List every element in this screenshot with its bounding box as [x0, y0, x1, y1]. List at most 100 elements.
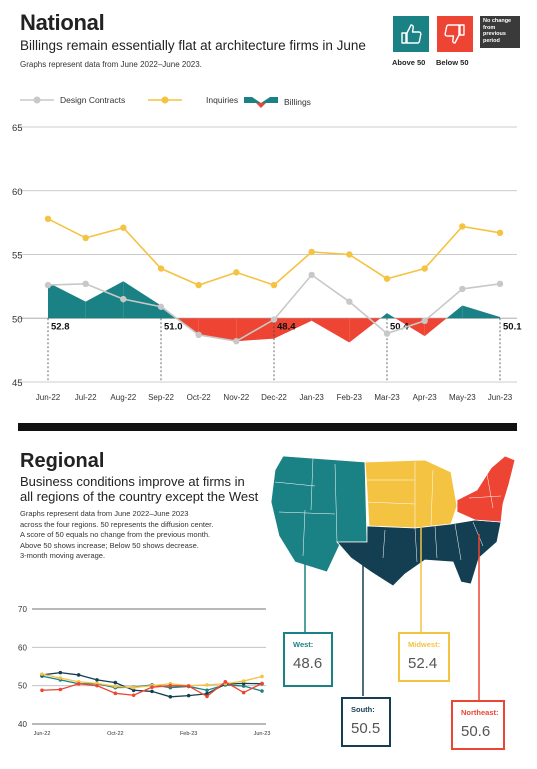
- region-series-point: [260, 674, 264, 679]
- regional-note-line: A score of 50 equals no change from the …: [20, 530, 211, 539]
- no-change-line: period: [483, 37, 500, 44]
- x-tick-label: Jul-22: [75, 393, 97, 402]
- region-series-point: [150, 689, 154, 694]
- region-series-point: [58, 687, 63, 692]
- map-west-region: [270, 455, 368, 573]
- map-south-region: [336, 519, 502, 587]
- x-tick-label: Jan-23: [299, 393, 324, 402]
- billings-area-segment: [198, 318, 237, 342]
- thumbs-down-badge: [437, 16, 473, 52]
- x-tick-label: Feb-23: [180, 731, 197, 737]
- billings-area-segment: [177, 318, 199, 335]
- x-tick-label: Jun-22: [34, 731, 51, 737]
- south-value-box: South: 50.5: [341, 697, 391, 747]
- series-point: [157, 265, 165, 272]
- series-point: [496, 280, 504, 288]
- northeast-value: 50.6: [461, 723, 491, 740]
- south-label: South:: [351, 705, 375, 714]
- no-change-line: previous: [483, 31, 506, 37]
- above-50-label: Above 50: [392, 58, 426, 67]
- region-series-point: [260, 681, 264, 686]
- section-divider: [18, 423, 517, 431]
- legend-label: Design Contracts: [60, 95, 126, 105]
- region-series-point: [131, 685, 136, 690]
- region-series-point: [113, 684, 118, 689]
- national-chart: 45 50 55 60 65 Jun-22 Jul-22 Aug-22 Sep-22 Oct-22…: [12, 123, 522, 402]
- series-line: [47, 218, 501, 287]
- region-series-point: [186, 693, 191, 698]
- x-tick-label: Jun-22: [36, 393, 61, 402]
- no-change-line: No change: [483, 18, 512, 24]
- regional-title: Regional: [20, 450, 105, 472]
- series-point: [195, 281, 202, 289]
- region-series-point: [205, 688, 209, 693]
- region-series-point: [150, 685, 154, 689]
- region-series-point: [241, 684, 246, 688]
- region-series-point: [205, 694, 209, 699]
- series-point: [383, 330, 391, 337]
- y-tick-label: 70: [18, 605, 27, 614]
- west-label: West:: [293, 640, 314, 649]
- series-point: [120, 295, 127, 303]
- legend-line-yellow-icon: [148, 96, 182, 104]
- x-tick-label: Mar-23: [374, 393, 400, 402]
- national-subtitle: Billings remain essentially flat at arch…: [20, 38, 366, 53]
- region-series-point: [76, 681, 81, 686]
- billings-area-segment: [349, 318, 381, 343]
- map-west-borders: [274, 457, 338, 557]
- region-series-point: [76, 673, 81, 677]
- billings-area-segment: [311, 318, 350, 343]
- x-tick-label: Apr-23: [413, 393, 438, 402]
- series-point: [270, 281, 278, 289]
- map-south-borders: [382, 521, 484, 563]
- northeast-value-box: Northeast: 50.6: [451, 700, 505, 750]
- legend-area-icon: [244, 97, 278, 108]
- legend-billings: Billings: [244, 95, 311, 109]
- regional-note-line: across the four regions. 50 represents t…: [20, 519, 214, 529]
- series-point: [421, 265, 428, 272]
- series-point: [233, 269, 240, 276]
- series-point: [82, 280, 89, 288]
- y-tick-label: 55: [12, 251, 23, 262]
- no-change-badge: No change from previous period: [480, 16, 520, 48]
- west-value-box: West: 48.6: [283, 632, 333, 687]
- region-series-point: [95, 678, 99, 682]
- y-tick-label: 50: [12, 314, 23, 325]
- y-tick-label: 60: [18, 643, 27, 652]
- x-tick-label: Jun-23: [488, 393, 513, 402]
- billings-area-segment: [48, 282, 86, 319]
- west-value: 48.6: [293, 655, 323, 672]
- billings-area-segment: [85, 281, 124, 319]
- series-point: [421, 317, 428, 324]
- billings-area-segment: [387, 313, 396, 319]
- legend-line-gray-icon: [20, 96, 54, 104]
- region-series-point: [241, 690, 246, 695]
- midwest-label: Midwest:: [408, 640, 441, 649]
- x-tick-label: Oct-22: [107, 731, 124, 737]
- series-point: [496, 229, 504, 237]
- national-note: Graphs represent data from June 2022–Jun…: [20, 60, 202, 69]
- billings-data-label: 50.1: [503, 321, 522, 332]
- legend-design-contracts: Design Contracts: [20, 95, 125, 105]
- series-point: [383, 275, 391, 282]
- region-series-point: [241, 679, 246, 683]
- region-series-point: [113, 680, 118, 685]
- us-regions-map: [270, 455, 516, 587]
- region-series-point: [40, 672, 44, 676]
- regional-chart: 40 50 60 70 Jun-22 Oct-22 Feb-23 Jun-23: [18, 605, 270, 737]
- series-point: [346, 298, 353, 305]
- series-point: [233, 338, 240, 345]
- x-tick-label: May-23: [449, 393, 476, 402]
- regional-subtitle: Business conditions improve at firms in …: [20, 474, 260, 504]
- x-tick-label: Oct-22: [187, 393, 212, 402]
- billings-area-segment: [424, 318, 447, 337]
- billings-data-label: 51.0: [164, 321, 183, 332]
- region-series-point: [168, 694, 173, 699]
- y-tick-label: 50: [18, 682, 27, 691]
- series-point: [459, 285, 466, 293]
- regional-note-line: Above 50 shows increase; Below 50 shows …: [20, 540, 199, 550]
- region-series-point: [95, 683, 99, 688]
- region-series-point: [58, 670, 63, 675]
- no-change-line: from: [483, 24, 496, 31]
- region-series-point: [205, 683, 209, 687]
